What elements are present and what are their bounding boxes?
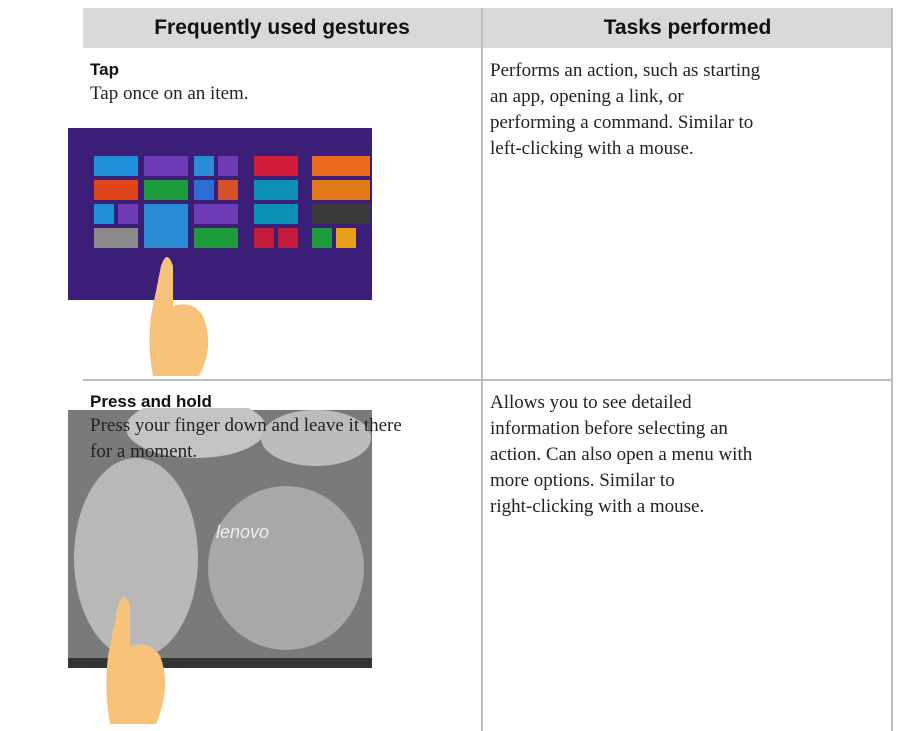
tiles xyxy=(94,156,370,248)
task-line: action. Can also open a menu with xyxy=(490,444,753,465)
task-line: Allows you to see detailed xyxy=(490,392,692,413)
row-separator xyxy=(83,379,893,381)
logo-text: lenovo xyxy=(216,522,269,542)
task-line: more options. Similar to xyxy=(490,470,675,491)
gesture-title: Press and hold xyxy=(90,392,212,411)
divider xyxy=(481,8,483,731)
description-line: Tap once on an item. xyxy=(90,83,249,104)
header-cell: Frequently used gestures xyxy=(83,8,481,48)
stone xyxy=(74,458,198,658)
press-illustration: lenovo xyxy=(68,408,372,724)
tap-illustration xyxy=(68,128,372,376)
finger xyxy=(149,257,209,376)
header-cell: Tasks performed xyxy=(483,8,892,48)
stone xyxy=(126,408,266,458)
task-line: left-clicking with a mouse. xyxy=(490,138,694,159)
description-line: Press your finger down and leave it ther… xyxy=(90,415,402,436)
stone xyxy=(208,486,364,650)
task-line: Performs an action, such as starting xyxy=(490,60,761,81)
task-line: performing a command. Similar to xyxy=(490,112,754,133)
task-line: information before selecting an xyxy=(490,418,728,439)
stone xyxy=(261,410,371,466)
task-line: right-clicking with a mouse. xyxy=(490,496,705,517)
description-line: for a moment. xyxy=(90,441,198,462)
divider xyxy=(891,8,893,731)
task-line: an app, opening a link, or xyxy=(490,86,684,107)
finger xyxy=(106,597,166,724)
taskbar xyxy=(68,658,372,668)
gesture-title: Tap xyxy=(90,60,119,79)
